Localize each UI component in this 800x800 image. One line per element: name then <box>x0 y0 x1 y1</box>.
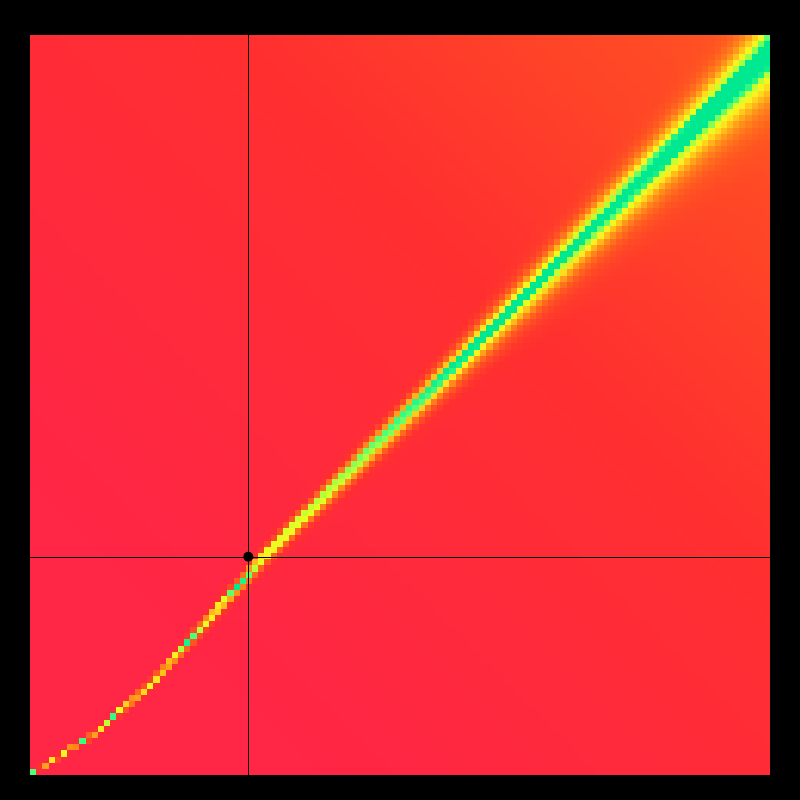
bottleneck-heatmap <box>0 0 800 800</box>
